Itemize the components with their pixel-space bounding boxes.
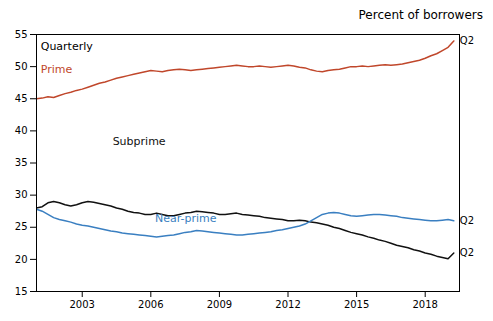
svg-text:2003: 2003 — [70, 299, 95, 310]
svg-text:55: 55 — [15, 29, 28, 40]
svg-text:Q2: Q2 — [460, 247, 474, 258]
svg-text:20: 20 — [15, 254, 28, 265]
svg-text:Subprime: Subprime — [113, 135, 166, 148]
svg-text:2015: 2015 — [344, 299, 369, 310]
svg-text:40: 40 — [15, 125, 28, 136]
svg-text:30: 30 — [15, 189, 28, 200]
svg-text:2009: 2009 — [207, 299, 232, 310]
svg-text:25: 25 — [15, 221, 28, 232]
svg-text:Prime: Prime — [41, 63, 73, 76]
svg-text:Quarterly: Quarterly — [41, 40, 94, 53]
svg-text:45: 45 — [15, 93, 28, 104]
html-text:Percent of borrowers: Percent of borrowers — [358, 8, 483, 22]
svg-text:35: 35 — [15, 157, 28, 168]
svg-text:2006: 2006 — [138, 299, 163, 310]
svg-text:50: 50 — [15, 61, 28, 72]
svg-text:Q2: Q2 — [460, 215, 474, 226]
svg-text:2018: 2018 — [412, 299, 437, 310]
svg-text:2012: 2012 — [275, 299, 300, 310]
svg-text:Near-prime: Near-prime — [155, 212, 217, 225]
svg-text:15: 15 — [15, 286, 28, 297]
svg-text:Q2: Q2 — [460, 35, 474, 46]
